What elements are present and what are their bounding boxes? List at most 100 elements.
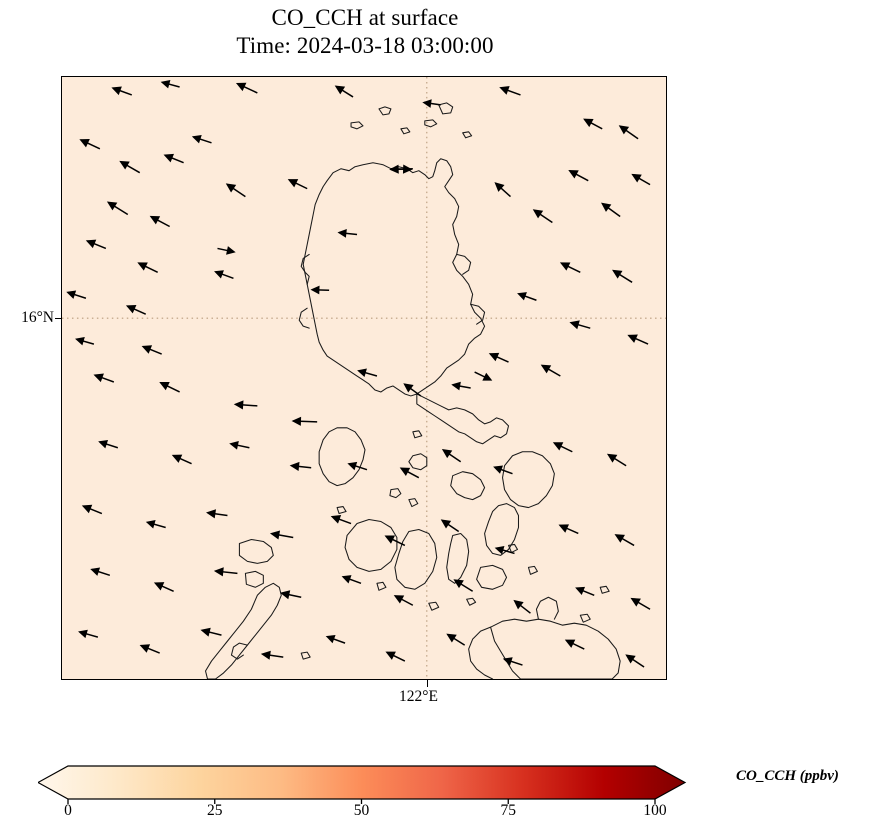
wind-arrow xyxy=(357,368,378,377)
wind-arrow xyxy=(191,134,212,144)
colorbar-tick-labels: 0 25 50 75 100 xyxy=(38,802,888,826)
coastline-islet-visayas-7 xyxy=(579,613,591,623)
coastline-islet-north-6 xyxy=(462,131,473,139)
coastline-panay xyxy=(344,519,398,572)
wind-arrow xyxy=(601,202,621,218)
wind-arrow xyxy=(119,160,141,174)
wind-arrow xyxy=(493,465,513,475)
wind-arrow xyxy=(564,639,585,650)
colorbar-tick-100: 100 xyxy=(643,802,667,819)
wind-arrow xyxy=(347,461,368,471)
wind-arrow xyxy=(499,86,521,96)
coastline-islet-visayas-3 xyxy=(507,543,519,553)
map-content xyxy=(62,77,666,679)
wind-arrow xyxy=(310,285,330,295)
coastline-luzon-east-detail-2 xyxy=(470,303,486,325)
coastline-leyte xyxy=(484,503,520,556)
wind-arrow xyxy=(502,657,523,666)
wind-arrow xyxy=(171,454,192,465)
wind-arrow xyxy=(612,269,633,283)
coastline-islet-north-1 xyxy=(378,106,392,116)
colorbar-tick-0: 0 xyxy=(64,802,72,819)
wind-arrow xyxy=(159,382,180,393)
coastline-busuanga xyxy=(238,538,274,564)
wind-arrow xyxy=(90,567,111,577)
wind-arrow xyxy=(163,153,184,164)
wind-arrow xyxy=(260,650,284,660)
wind-arrow xyxy=(513,599,531,614)
wind-arrow xyxy=(78,629,99,639)
wind-arrow xyxy=(337,228,358,238)
coastline-islet-north-5 xyxy=(400,127,411,135)
wind-arrow xyxy=(399,467,420,479)
coastline-mindanao-west xyxy=(468,626,494,679)
wind-arrow xyxy=(139,644,160,654)
coastline-marinduque xyxy=(408,453,428,471)
wind-arrow xyxy=(403,383,422,397)
wind-arrow xyxy=(93,373,115,383)
wind-arrow xyxy=(441,449,462,463)
map-plot-area[interactable] xyxy=(61,76,667,680)
coastline-masbate xyxy=(450,471,486,501)
wind-arrow xyxy=(569,320,591,330)
wind-arrow xyxy=(618,125,639,140)
coastline-islet-visayas-6 xyxy=(527,565,538,575)
wind-arrow xyxy=(453,579,474,592)
wind-arrow xyxy=(517,292,537,301)
gridlines xyxy=(62,77,666,679)
coastline-culion xyxy=(244,570,264,588)
wind-arrow xyxy=(141,345,162,355)
wind-arrow xyxy=(330,515,352,525)
wind-arrow xyxy=(125,305,147,315)
wind-arrow xyxy=(625,654,645,668)
coastline-romblon-2 xyxy=(408,498,419,508)
coastline-islet-visayas-4 xyxy=(376,581,387,591)
wind-arrow xyxy=(440,519,460,533)
coastline-islet-north-4 xyxy=(350,121,364,130)
wind-arrow xyxy=(393,595,414,606)
wind-arrow xyxy=(229,441,250,450)
coastline-mindanao xyxy=(490,618,621,679)
coastline-bohol xyxy=(476,564,508,590)
wind-arrow xyxy=(631,173,651,186)
colorbar-label: CO_CCH (ppbv) xyxy=(736,768,839,784)
wind-arrow xyxy=(200,627,222,637)
coastline-palawan-detail xyxy=(230,642,248,660)
wind-arrow xyxy=(494,545,515,555)
wind-arrow xyxy=(552,442,573,453)
wind-arrow xyxy=(160,79,180,89)
x-axis-tick-mark xyxy=(426,680,429,687)
wind-arrow xyxy=(627,334,649,345)
wind-arrow xyxy=(488,352,509,363)
coastline-romblon-1 xyxy=(389,488,402,499)
coastline-islet-north-2 xyxy=(438,102,454,115)
colorbar-gradient xyxy=(38,765,687,804)
wind-arrow xyxy=(606,453,627,467)
wind-arrow xyxy=(630,597,651,610)
coastline-mindoro xyxy=(318,427,366,487)
wind-arrow xyxy=(213,567,238,577)
coastline-luzon-east-detail xyxy=(456,253,472,275)
wind-arrow xyxy=(289,461,312,471)
colorbar[interactable]: 0 25 50 75 100 xyxy=(38,762,688,819)
coastline-luzon-west-detail xyxy=(300,253,310,285)
colorbar-tick-50: 50 xyxy=(353,802,370,819)
wind-arrow xyxy=(558,524,579,535)
coastline-islet-visayas-2 xyxy=(428,601,440,611)
wind-arrow xyxy=(85,239,107,250)
coastline-luzon-west-detail-2 xyxy=(298,307,310,329)
coastline-palawan xyxy=(205,582,282,679)
wind-arrow xyxy=(474,371,493,381)
wind-arrow xyxy=(206,509,228,519)
coastline-samar xyxy=(502,451,555,509)
x-axis-tick-label-text: 122°E xyxy=(399,688,438,705)
wind-arrow xyxy=(111,86,133,96)
title-line-time: Time: 2024-03-18 03:00:00 xyxy=(236,33,494,59)
wind-arrow xyxy=(291,416,318,426)
wind-vectors xyxy=(66,79,651,668)
wind-arrow xyxy=(149,215,170,228)
wind-arrow xyxy=(225,183,246,198)
wind-arrow xyxy=(75,336,95,346)
wind-arrow xyxy=(233,400,258,410)
